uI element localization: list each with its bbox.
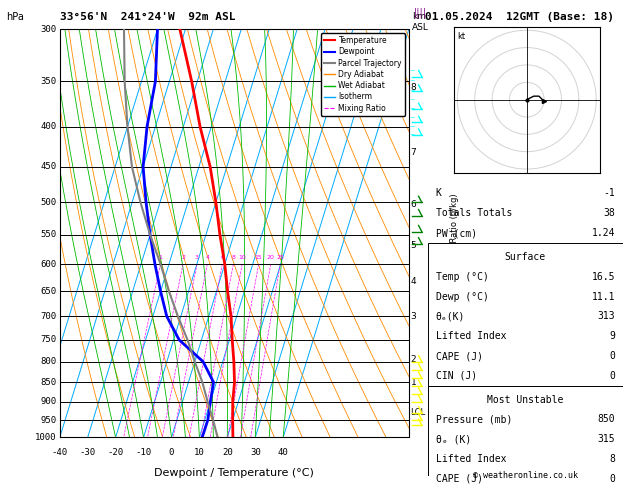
Text: 850: 850 bbox=[40, 378, 56, 387]
Text: 1: 1 bbox=[159, 255, 162, 260]
Text: 800: 800 bbox=[40, 357, 56, 366]
Text: 350: 350 bbox=[40, 77, 56, 86]
Text: ~: ~ bbox=[409, 97, 415, 103]
Text: 10: 10 bbox=[238, 255, 246, 260]
Text: K: K bbox=[435, 189, 442, 198]
Text: 9: 9 bbox=[609, 331, 615, 341]
Text: 8: 8 bbox=[411, 83, 416, 92]
Text: 10: 10 bbox=[194, 448, 205, 457]
Text: ~: ~ bbox=[409, 132, 415, 138]
Text: 600: 600 bbox=[40, 260, 56, 269]
Text: 20: 20 bbox=[267, 255, 275, 260]
Text: CAPE (J): CAPE (J) bbox=[435, 351, 482, 361]
Text: 33°56'N  241°24'W  92m ASL: 33°56'N 241°24'W 92m ASL bbox=[60, 12, 235, 22]
Text: 2: 2 bbox=[411, 355, 416, 364]
Text: Temp (°C): Temp (°C) bbox=[435, 272, 488, 282]
Text: 1000: 1000 bbox=[35, 433, 56, 442]
Text: 0: 0 bbox=[609, 371, 615, 381]
Text: ~: ~ bbox=[409, 88, 415, 94]
Text: Pressure (mb): Pressure (mb) bbox=[435, 415, 512, 424]
Text: 0: 0 bbox=[609, 474, 615, 484]
Text: 4: 4 bbox=[411, 278, 416, 286]
Text: 01.05.2024  12GMT (Base: 18): 01.05.2024 12GMT (Base: 18) bbox=[425, 12, 613, 22]
Text: hPa: hPa bbox=[6, 12, 24, 22]
Text: 450: 450 bbox=[40, 162, 56, 171]
Text: ~: ~ bbox=[409, 78, 415, 85]
Text: 750: 750 bbox=[40, 335, 56, 345]
Text: LCL: LCL bbox=[411, 408, 426, 417]
Text: 3: 3 bbox=[411, 312, 416, 321]
Text: 4: 4 bbox=[205, 255, 209, 260]
Text: 2: 2 bbox=[181, 255, 185, 260]
Text: ~: ~ bbox=[409, 69, 415, 74]
Text: 11.1: 11.1 bbox=[591, 292, 615, 301]
Text: 8: 8 bbox=[231, 255, 235, 260]
Text: 850: 850 bbox=[598, 415, 615, 424]
Text: 315: 315 bbox=[598, 434, 615, 444]
Text: 7: 7 bbox=[411, 148, 416, 156]
Text: Lifted Index: Lifted Index bbox=[435, 331, 506, 341]
Text: Totals Totals: Totals Totals bbox=[435, 208, 512, 218]
Text: ~: ~ bbox=[409, 124, 415, 130]
Text: 500: 500 bbox=[40, 198, 56, 207]
Text: 38: 38 bbox=[603, 208, 615, 218]
Text: 6: 6 bbox=[220, 255, 225, 260]
Text: 950: 950 bbox=[40, 416, 56, 424]
Text: kt: kt bbox=[457, 32, 465, 41]
Text: θₑ (K): θₑ (K) bbox=[435, 434, 470, 444]
Text: CAPE (J): CAPE (J) bbox=[435, 474, 482, 484]
Text: -40: -40 bbox=[52, 448, 68, 457]
Text: 400: 400 bbox=[40, 122, 56, 131]
Text: 0: 0 bbox=[169, 448, 174, 457]
Text: -30: -30 bbox=[80, 448, 96, 457]
Text: Lifted Index: Lifted Index bbox=[435, 454, 506, 464]
Text: 30: 30 bbox=[250, 448, 260, 457]
Text: 1.24: 1.24 bbox=[591, 228, 615, 238]
Text: ~: ~ bbox=[409, 106, 415, 112]
Text: 25: 25 bbox=[276, 255, 284, 260]
Text: 313: 313 bbox=[598, 312, 615, 321]
Text: Surface: Surface bbox=[504, 252, 546, 262]
Text: Dewp (°C): Dewp (°C) bbox=[435, 292, 488, 301]
Bar bbox=[428, 386, 623, 486]
Text: ||||: |||| bbox=[413, 8, 426, 18]
Text: km
ASL: km ASL bbox=[412, 12, 429, 32]
Text: 16.5: 16.5 bbox=[591, 272, 615, 282]
Text: 6: 6 bbox=[411, 200, 416, 209]
Text: 650: 650 bbox=[40, 287, 56, 296]
Text: 0: 0 bbox=[609, 351, 615, 361]
Text: 900: 900 bbox=[40, 397, 56, 406]
Bar bbox=[428, 243, 623, 386]
Text: Dewpoint / Temperature (°C): Dewpoint / Temperature (°C) bbox=[154, 468, 314, 478]
Text: 20: 20 bbox=[222, 448, 233, 457]
Legend: Temperature, Dewpoint, Parcel Trajectory, Dry Adiabat, Wet Adiabat, Isotherm, Mi: Temperature, Dewpoint, Parcel Trajectory… bbox=[321, 33, 405, 116]
Text: -1: -1 bbox=[603, 189, 615, 198]
Text: 700: 700 bbox=[40, 312, 56, 321]
Text: Most Unstable: Most Unstable bbox=[487, 395, 564, 405]
Text: Mixing Ratio (g/kg): Mixing Ratio (g/kg) bbox=[450, 193, 459, 273]
Text: 5: 5 bbox=[411, 241, 416, 250]
Text: 1: 1 bbox=[411, 378, 416, 387]
Text: -10: -10 bbox=[135, 448, 152, 457]
Text: 3: 3 bbox=[195, 255, 199, 260]
Text: 15: 15 bbox=[255, 255, 262, 260]
Text: © weatheronline.co.uk: © weatheronline.co.uk bbox=[473, 471, 577, 480]
Text: θₑ(K): θₑ(K) bbox=[435, 312, 465, 321]
Text: 300: 300 bbox=[40, 25, 56, 34]
Text: 40: 40 bbox=[278, 448, 289, 457]
Text: CIN (J): CIN (J) bbox=[435, 371, 477, 381]
Text: PW (cm): PW (cm) bbox=[435, 228, 477, 238]
Text: 550: 550 bbox=[40, 230, 56, 239]
Text: ~: ~ bbox=[409, 115, 415, 121]
Text: -20: -20 bbox=[108, 448, 124, 457]
Text: 8: 8 bbox=[609, 454, 615, 464]
